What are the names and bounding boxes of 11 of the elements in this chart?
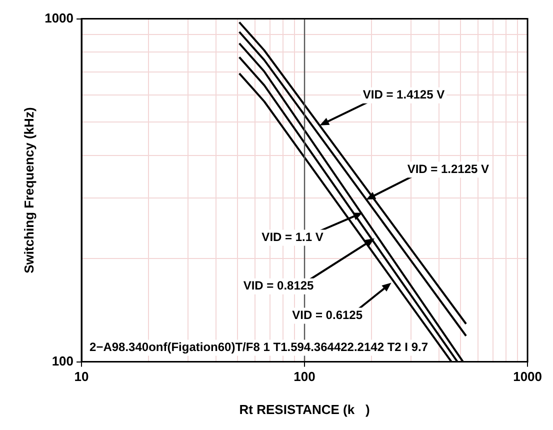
annotation: VID = 0.6125: [292, 308, 363, 322]
y-axis-title: Switching Frequency (kHz): [21, 107, 36, 274]
x-axis-title: Rt RESISTANCE (k ): [239, 402, 370, 417]
annotation: VID = 0.8125: [243, 278, 314, 293]
x-tick-label: 1000: [513, 369, 542, 384]
annotation: 2−A98.340onf(Figation60)T/F8 1 T1.594.364422.2142 T2 I 9.7: [90, 340, 428, 354]
annotation: VID = 1.4125 V: [362, 88, 445, 102]
annotation: VID = 1.1 V: [262, 230, 324, 244]
annotation: VID = 1.2125 V: [407, 162, 490, 176]
x-tick-label: 100: [294, 369, 316, 384]
x-tick-label: 10: [74, 369, 89, 384]
